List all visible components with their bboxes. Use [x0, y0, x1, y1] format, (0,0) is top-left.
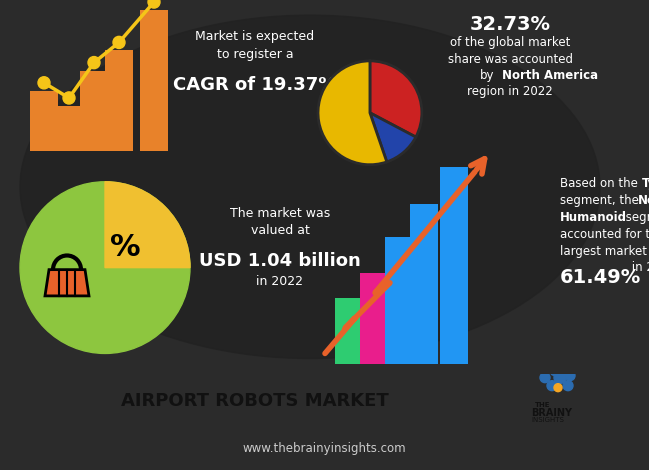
Circle shape: [550, 366, 560, 376]
Text: Based on the: Based on the: [560, 177, 642, 190]
Circle shape: [63, 92, 75, 104]
Text: region in 2022: region in 2022: [467, 85, 553, 98]
Wedge shape: [105, 182, 190, 267]
Text: segment, the: segment, the: [560, 194, 643, 207]
Text: 61.49%: 61.49%: [560, 267, 641, 287]
Text: Humanoid: Humanoid: [560, 211, 627, 224]
FancyBboxPatch shape: [80, 70, 108, 151]
Text: Non-: Non-: [638, 194, 649, 207]
Text: THE: THE: [535, 402, 550, 407]
Text: INSIGHTS: INSIGHTS: [531, 417, 564, 423]
Ellipse shape: [20, 15, 600, 359]
Text: AIRPORT ROBOTS MARKET: AIRPORT ROBOTS MARKET: [121, 392, 389, 410]
Text: North America: North America: [502, 69, 598, 82]
Text: %: %: [110, 233, 140, 262]
Circle shape: [565, 371, 575, 381]
Text: by: by: [480, 69, 495, 82]
Text: segment: segment: [622, 211, 649, 224]
Text: share was accounted: share was accounted: [448, 53, 572, 65]
Text: www.thebrainyinsights.com: www.thebrainyinsights.com: [242, 442, 406, 455]
FancyBboxPatch shape: [140, 10, 168, 151]
Text: to register a: to register a: [217, 48, 293, 62]
FancyBboxPatch shape: [105, 50, 133, 151]
Circle shape: [546, 364, 554, 372]
FancyBboxPatch shape: [55, 106, 83, 151]
FancyBboxPatch shape: [360, 273, 388, 364]
FancyBboxPatch shape: [440, 167, 468, 364]
Circle shape: [88, 56, 100, 69]
Circle shape: [148, 0, 160, 8]
Circle shape: [113, 36, 125, 48]
Circle shape: [554, 372, 566, 384]
Text: in 2022: in 2022: [628, 260, 649, 274]
Wedge shape: [318, 61, 387, 164]
Text: Market is expected: Market is expected: [195, 30, 315, 43]
Circle shape: [540, 373, 550, 383]
Circle shape: [38, 77, 50, 89]
Text: Type: Type: [642, 177, 649, 190]
Circle shape: [563, 381, 573, 391]
Text: BRAINY: BRAINY: [531, 407, 572, 418]
Text: in 2022: in 2022: [256, 274, 304, 288]
FancyBboxPatch shape: [410, 204, 438, 364]
Polygon shape: [45, 270, 89, 296]
Circle shape: [547, 381, 557, 391]
Wedge shape: [370, 61, 422, 137]
FancyBboxPatch shape: [30, 91, 58, 151]
FancyBboxPatch shape: [385, 237, 413, 364]
Wedge shape: [370, 113, 416, 162]
Circle shape: [560, 366, 570, 376]
Text: USD 1.04 billion: USD 1.04 billion: [199, 252, 361, 270]
Text: valued at: valued at: [251, 224, 310, 237]
Circle shape: [20, 182, 190, 353]
Text: of the global market: of the global market: [450, 36, 570, 49]
Text: 32.73%: 32.73%: [469, 15, 550, 34]
Text: The market was: The market was: [230, 207, 330, 220]
FancyBboxPatch shape: [335, 298, 363, 364]
Circle shape: [554, 384, 562, 392]
Text: largest market share of: largest market share of: [560, 245, 649, 258]
Text: CAGR of 19.37%: CAGR of 19.37%: [173, 76, 337, 94]
Text: accounted for the: accounted for the: [560, 228, 649, 241]
